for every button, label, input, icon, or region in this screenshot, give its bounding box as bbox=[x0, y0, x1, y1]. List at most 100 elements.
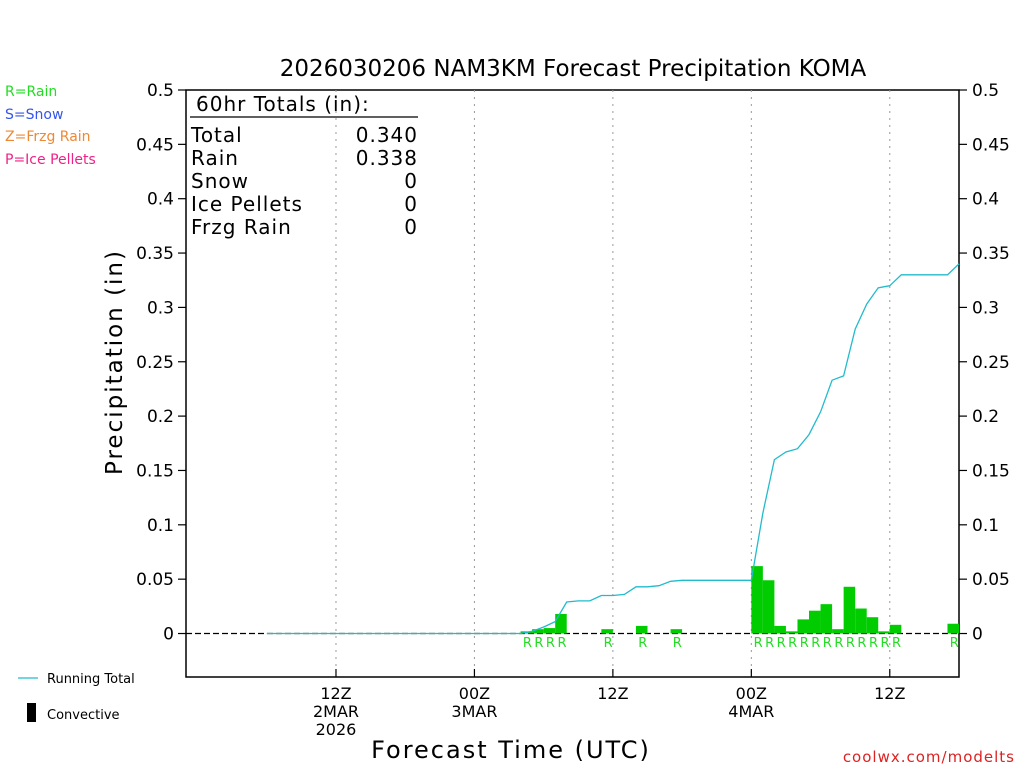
totals-value-total: 0.340 bbox=[356, 123, 418, 147]
type-label-hour-50: R bbox=[834, 636, 843, 651]
type-legend-snow: S=Snow bbox=[5, 107, 63, 123]
y-axis-ticks: 0.5 0.5 0.45 0.45 0.4 0.4 0.35 0.35 0.3 0.3 0.25 0.… bbox=[136, 81, 1010, 645]
hourly-precip-bars bbox=[520, 566, 959, 634]
ytick-0p35-right-label: 0.35 bbox=[972, 244, 1010, 264]
bar-hour-50 bbox=[832, 629, 844, 634]
ytick-0p05-right-label: 0.05 bbox=[972, 570, 1010, 590]
watermark: coolwx.com/modelts bbox=[843, 748, 1015, 766]
type-label-hour-36: R bbox=[673, 636, 682, 651]
bar-hour-30 bbox=[601, 629, 613, 634]
type-label-hour-43: R bbox=[754, 636, 763, 651]
bar-hour-52 bbox=[855, 608, 867, 634]
ytick-0p3-right-label: 0.3 bbox=[972, 298, 999, 318]
ytick-0p2-left-label: 0.2 bbox=[147, 407, 174, 427]
ytick-0p25-right-label: 0.25 bbox=[972, 353, 1010, 373]
ytick-0-right-label: 0 bbox=[972, 625, 983, 645]
bar-hour-24 bbox=[532, 629, 544, 634]
bar-hour-47 bbox=[797, 619, 810, 634]
vertical-gridlines bbox=[335, 90, 891, 677]
type-label-hour-60: R bbox=[950, 636, 959, 651]
bar-hour-54 bbox=[878, 631, 890, 634]
xtick-0-label-3: 2026 bbox=[316, 720, 357, 739]
xtick-2-label-1: 12Z bbox=[597, 684, 628, 703]
totals-value-ice-pellets: 0 bbox=[404, 192, 418, 216]
xtick-1-label-2: 3MAR bbox=[451, 702, 497, 721]
bar-hour-25 bbox=[543, 628, 556, 634]
type-label-hour-30: R bbox=[604, 636, 613, 651]
ytick-0p05-left-label: 0.05 bbox=[136, 570, 174, 590]
type-label-hour-51: R bbox=[846, 636, 855, 651]
bar-hour-44 bbox=[762, 580, 775, 634]
type-label-hour-47: R bbox=[800, 636, 809, 651]
ytick-0p4-left-label: 0.4 bbox=[147, 190, 174, 210]
type-label-hour-48: R bbox=[811, 636, 820, 651]
ytick-0p1-left-label: 0.1 bbox=[147, 516, 174, 536]
xtick-0-label-2: 2MAR bbox=[313, 702, 359, 721]
totals-value-rain: 0.338 bbox=[356, 146, 418, 170]
chart-title: 2026030206 NAM3KM Forecast Precipitation… bbox=[280, 56, 867, 82]
bar-hour-36 bbox=[670, 629, 683, 634]
ytick-0p4-right-label: 0.4 bbox=[972, 190, 999, 210]
type-legend-ice-pellets: P=Ice Pellets bbox=[5, 152, 96, 168]
ytick-0p45-left-label: 0.45 bbox=[136, 135, 174, 155]
totals-label-snow: Snow bbox=[191, 169, 249, 193]
ytick-0p35-left-label: 0.35 bbox=[136, 244, 174, 264]
convective-legend-label: Convective bbox=[47, 708, 120, 723]
type-label-hour-26: R bbox=[557, 636, 566, 651]
totals-value-frzg-rain: 0 bbox=[404, 215, 418, 239]
type-label-hour-45: R bbox=[777, 636, 786, 651]
bar-hour-26 bbox=[555, 613, 567, 634]
bar-hour-49 bbox=[820, 604, 833, 634]
bar-hour-55 bbox=[889, 624, 902, 634]
running-total-legend-label: Running Total bbox=[47, 672, 135, 687]
type-label-hour-55: R bbox=[892, 636, 901, 651]
type-label-hour-54: R bbox=[880, 636, 889, 651]
type-label-hour-52: R bbox=[857, 636, 866, 651]
ytick-0p2-right-label: 0.2 bbox=[972, 407, 999, 427]
bar-hour-48 bbox=[809, 610, 821, 634]
type-label-hour-44: R bbox=[765, 636, 774, 651]
ytick-0p3-left-label: 0.3 bbox=[147, 298, 174, 318]
totals-box: 60hr Totals (in): Total 0.340 Rain 0.338… bbox=[190, 92, 418, 239]
y-axis-label: Precipitation (in) bbox=[102, 249, 128, 475]
convective-legend-swatch bbox=[27, 703, 36, 722]
bar-hour-33 bbox=[635, 625, 648, 634]
ytick-0-left-label: 0 bbox=[163, 625, 174, 645]
ytick-0p25-left-label: 0.25 bbox=[136, 353, 174, 373]
type-label-hour-25: R bbox=[546, 636, 555, 651]
bar-hour-53 bbox=[866, 617, 879, 634]
totals-label-frzg-rain: Frzg Rain bbox=[191, 215, 292, 239]
type-label-hour-46: R bbox=[788, 636, 797, 651]
x-axis-label: Forecast Time (UTC) bbox=[371, 736, 651, 764]
totals-label-rain: Rain bbox=[191, 146, 239, 170]
type-legend-rain: R=Rain bbox=[5, 84, 57, 100]
type-legend-frzg-rain: Z=Frzg Rain bbox=[5, 129, 91, 145]
type-label-hour-53: R bbox=[869, 636, 878, 651]
bottom-legend: Running Total Convective bbox=[18, 672, 135, 723]
xtick-4-label-1: 12Z bbox=[874, 684, 905, 703]
type-label-hour-23: R bbox=[523, 636, 532, 651]
xtick-3-label-1: 00Z bbox=[736, 684, 767, 703]
ytick-0p1-right-label: 0.1 bbox=[972, 516, 999, 536]
running-total-line bbox=[266, 263, 960, 635]
totals-label-total: Total bbox=[190, 123, 243, 147]
ytick-0p15-right-label: 0.15 bbox=[972, 461, 1010, 481]
type-label-hour-24: R bbox=[534, 636, 543, 651]
ytick-0p5-left-label: 0.5 bbox=[147, 81, 174, 101]
xtick-1-label-1: 00Z bbox=[459, 684, 490, 703]
ytick-0p45-right-label: 0.45 bbox=[972, 135, 1010, 155]
bar-hour-43 bbox=[751, 566, 763, 634]
totals-value-snow: 0 bbox=[404, 169, 418, 193]
bar-hour-45 bbox=[774, 625, 786, 634]
ytick-0p15-left-label: 0.15 bbox=[136, 461, 174, 481]
ytick-0p5-right-label: 0.5 bbox=[972, 81, 999, 101]
plot-frame bbox=[185, 89, 960, 678]
xtick-3-label-2: 4MAR bbox=[728, 702, 774, 721]
xtick-0-label-1: 12Z bbox=[320, 684, 351, 703]
bar-hour-60 bbox=[947, 623, 959, 634]
type-legend: R=Rain S=Snow Z=Frzg Rain P=Ice Pellets bbox=[5, 84, 96, 168]
totals-label-ice-pellets: Ice Pellets bbox=[191, 192, 303, 216]
type-label-hour-49: R bbox=[823, 636, 832, 651]
